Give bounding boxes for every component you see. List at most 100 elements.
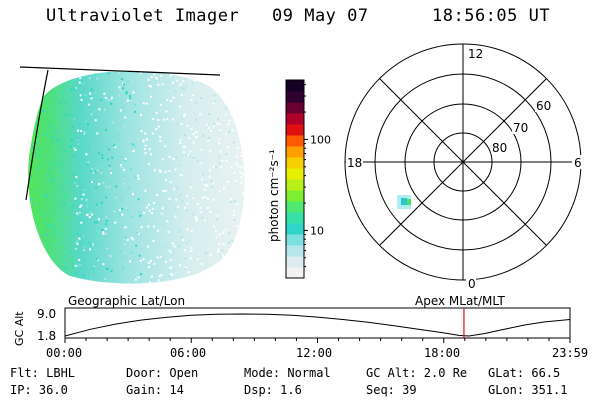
image-speckle [139, 214, 142, 217]
image-speckle [70, 139, 73, 141]
image-speckle [150, 153, 153, 156]
image-speckle [162, 222, 165, 225]
image-speckle [183, 268, 186, 271]
image-speckle [87, 123, 89, 126]
image-speckle [161, 207, 164, 210]
image-speckle [102, 248, 105, 251]
image-speckle [241, 275, 244, 278]
image-speckle [43, 133, 46, 136]
image-speckle [126, 99, 129, 102]
image-speckle [77, 213, 80, 216]
image-speckle [247, 135, 249, 137]
image-speckle [51, 164, 54, 166]
image-speckle [91, 181, 94, 184]
image-speckle [134, 103, 136, 106]
image-speckle [244, 118, 245, 121]
image-speckle [59, 161, 62, 163]
image-speckle [225, 107, 228, 110]
image-speckle [233, 242, 236, 245]
image-speckle [190, 247, 193, 250]
image-speckle [79, 94, 82, 97]
image-speckle [35, 234, 38, 237]
image-speckle [148, 209, 151, 212]
image-speckle [209, 210, 212, 213]
image-speckle [233, 219, 236, 221]
mlt-label-12: 12 [468, 47, 483, 61]
image-speckle [223, 70, 226, 73]
image-speckle [150, 275, 153, 278]
image-speckle [37, 155, 40, 158]
image-speckle [219, 270, 222, 273]
image-speckle [157, 78, 160, 81]
image-speckle [169, 251, 172, 254]
image-speckle [58, 117, 61, 120]
image-speckle [68, 290, 70, 292]
image-speckle [66, 290, 68, 292]
image-speckle [144, 144, 147, 147]
image-speckle [165, 261, 168, 264]
image-speckle [200, 263, 203, 265]
image-speckle [230, 201, 233, 204]
image-speckle [28, 89, 31, 92]
image-speckle [200, 148, 203, 151]
image-speckle [225, 159, 228, 162]
image-speckle [145, 140, 148, 143]
image-speckle [226, 146, 229, 149]
image-speckle [123, 125, 126, 128]
image-speckle [200, 162, 203, 165]
image-speckle [131, 285, 133, 287]
image-speckle [138, 254, 141, 257]
image-speckle [208, 150, 211, 153]
glat-info: GLat: 66.5 [488, 366, 561, 380]
image-speckle [144, 189, 147, 192]
image-speckle [113, 186, 116, 189]
image-speckle [62, 261, 65, 264]
image-speckle [96, 77, 99, 80]
image-speckle [182, 145, 185, 148]
image-speckle [73, 154, 76, 157]
image-speckle [36, 235, 39, 238]
image-speckle [172, 157, 175, 160]
image-speckle [240, 176, 243, 179]
image-speckle [122, 267, 125, 270]
image-speckle [89, 277, 92, 279]
image-speckle [151, 212, 153, 214]
image-speckle [78, 237, 81, 240]
image-speckle [105, 196, 108, 199]
image-speckle [169, 259, 172, 262]
image-speckle [183, 88, 186, 91]
image-speckle [218, 281, 221, 284]
image-speckle [46, 174, 49, 177]
colorbar-segment [286, 135, 304, 147]
image-speckle [71, 126, 74, 129]
image-speckle [240, 181, 242, 184]
image-speckle [75, 240, 78, 243]
timeline-frame [64, 307, 571, 339]
image-speckle [234, 179, 237, 182]
colorbar-segment [286, 157, 304, 169]
image-speckle [239, 66, 241, 68]
image-speckle [115, 185, 118, 188]
image-speckle [44, 214, 47, 217]
image-speckle [170, 273, 173, 276]
image-speckle [49, 180, 52, 182]
image-speckle [207, 269, 210, 272]
image-speckle [162, 189, 165, 192]
image-speckle [48, 290, 50, 292]
image-speckle [137, 276, 140, 279]
image-speckle [109, 167, 112, 170]
limb-line-left [25, 69, 49, 201]
time-label-06: 06:00 [170, 346, 207, 360]
image-speckle [113, 144, 116, 147]
image-speckle [222, 232, 225, 234]
image-speckle [196, 135, 199, 138]
image-speckle [203, 196, 206, 198]
image-speckle [189, 257, 192, 260]
polar-plot: 12 6 0 18 60 70 80 [344, 43, 582, 291]
colorbar-segment [286, 124, 304, 136]
image-speckle [183, 115, 185, 118]
image-speckle [86, 205, 88, 208]
image-speckle [233, 85, 236, 88]
image-speckle [165, 110, 168, 113]
image-speckle [195, 216, 198, 219]
